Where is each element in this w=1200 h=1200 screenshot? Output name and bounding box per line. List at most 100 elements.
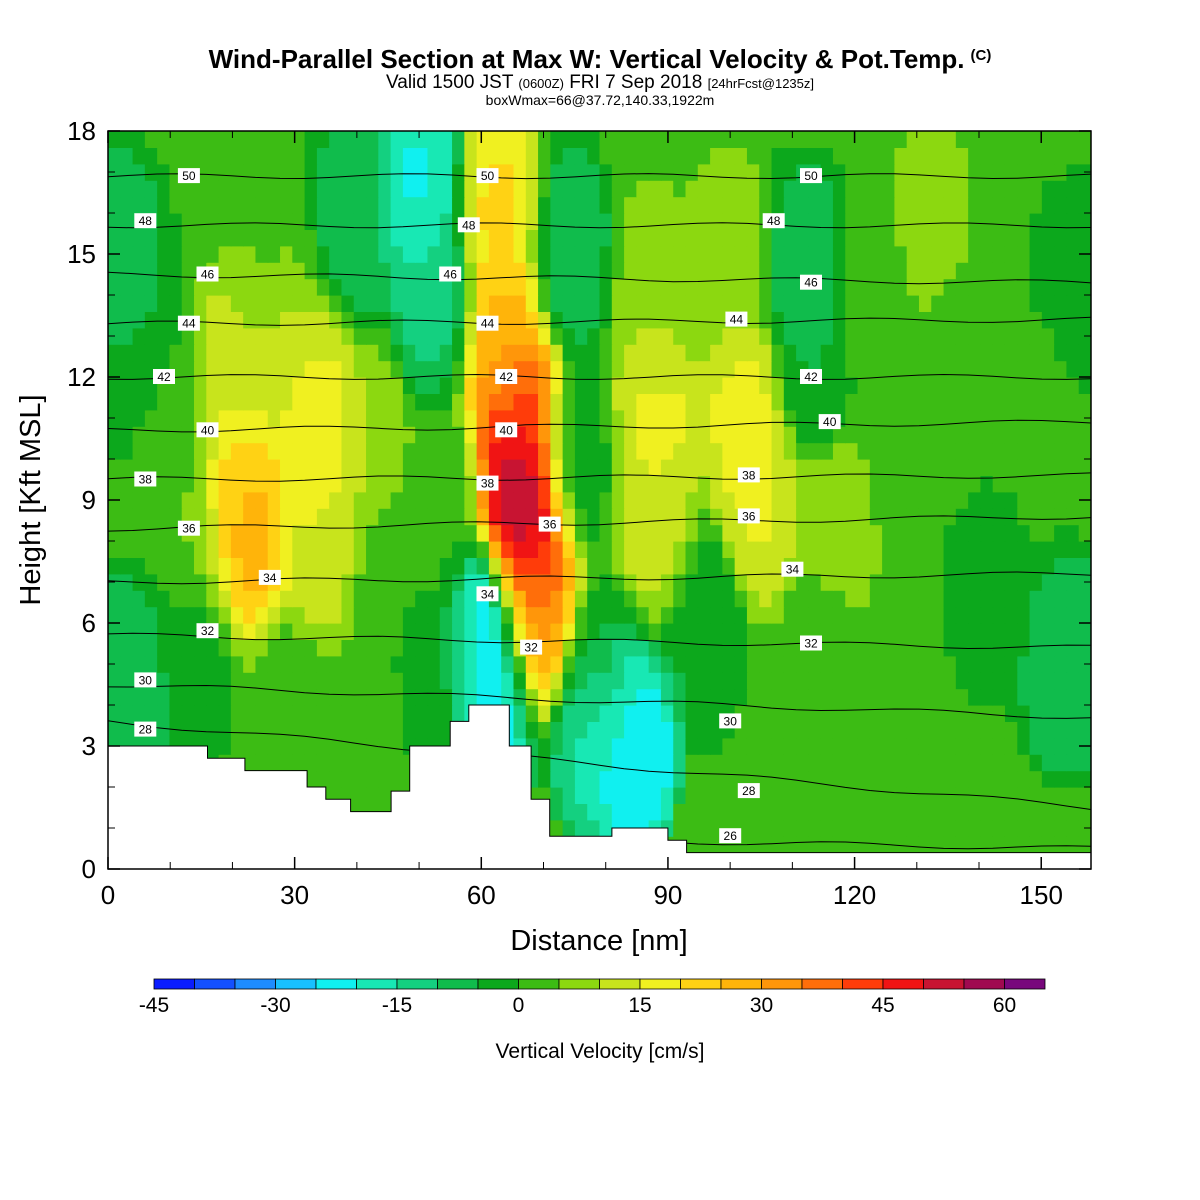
velocity-cell [329, 262, 343, 280]
velocity-cell [132, 606, 146, 624]
velocity-cell [796, 590, 809, 608]
velocity-cell [845, 409, 859, 427]
velocity-cell [218, 295, 232, 312]
velocity-cell [550, 360, 564, 378]
velocity-cell [783, 508, 797, 526]
velocity-cell [230, 623, 244, 640]
velocity-cell [341, 426, 355, 444]
velocity-cell [366, 377, 379, 394]
velocity-cell [132, 541, 146, 558]
velocity-cell [378, 344, 392, 362]
velocity-cell [513, 524, 527, 542]
velocity-cell [513, 327, 527, 345]
velocity-cell [710, 196, 723, 214]
velocity-cell [783, 655, 797, 673]
velocity-cell [525, 655, 539, 673]
velocity-cell [820, 245, 834, 263]
velocity-cell [280, 475, 293, 493]
velocity-cell [845, 311, 859, 329]
velocity-cell [132, 524, 146, 542]
velocity-cell [144, 655, 158, 673]
velocity-cell [194, 639, 207, 657]
velocity-cell [464, 508, 478, 526]
velocity-cell [906, 147, 920, 165]
velocity-cell [353, 606, 367, 624]
velocity-cell [550, 163, 564, 181]
velocity-cell [439, 360, 453, 378]
velocity-cell [771, 819, 785, 837]
velocity-cell [488, 524, 502, 542]
velocity-cell [857, 491, 871, 509]
velocity-cell [611, 803, 625, 821]
velocity-cell [845, 803, 859, 821]
velocity-cell [267, 196, 281, 214]
velocity-cell [218, 623, 232, 640]
velocity-cell [796, 147, 809, 165]
valid-date: FRI 7 Sep 2018 [569, 72, 703, 93]
colorbar-bin [923, 978, 965, 990]
velocity-cell [808, 459, 822, 476]
velocity-cell [894, 819, 908, 837]
velocity-cell [1054, 819, 1068, 837]
velocity-cell [501, 475, 515, 493]
velocity-cell [918, 180, 932, 198]
velocity-cell [378, 229, 392, 247]
velocity-cell [476, 295, 490, 312]
velocity-cell [427, 672, 441, 690]
velocity-cell [280, 147, 293, 165]
velocity-cell [1078, 524, 1091, 542]
velocity-cell [194, 147, 207, 165]
theta-contour-50 [108, 173, 1091, 180]
velocity-cell [439, 705, 453, 722]
velocity-cell [918, 623, 932, 640]
velocity-cell [599, 688, 613, 706]
velocity-cell [218, 377, 232, 394]
velocity-cell [132, 344, 146, 362]
velocity-cell [402, 639, 416, 657]
velocity-cell [624, 721, 637, 739]
velocity-cell [108, 295, 121, 312]
velocity-cell [599, 737, 613, 755]
velocity-cell [464, 180, 478, 198]
velocity-cell [452, 459, 465, 476]
velocity-cell [1054, 655, 1068, 673]
velocity-cell [832, 245, 846, 263]
velocity-cell [1029, 213, 1043, 230]
velocity-cell [329, 508, 343, 526]
svg-text:46: 46 [804, 276, 818, 290]
velocity-cell [710, 213, 723, 230]
velocity-cell [832, 442, 846, 460]
velocity-cell [943, 672, 957, 690]
velocity-cell [734, 344, 748, 362]
velocity-cell [599, 475, 613, 493]
velocity-cell [722, 541, 736, 558]
velocity-cell [783, 639, 797, 657]
velocity-cell [820, 557, 834, 575]
velocity-cell [415, 672, 429, 690]
velocity-cell [980, 311, 994, 329]
velocity-cell [710, 459, 723, 476]
velocity-cell [1041, 573, 1055, 591]
velocity-cell [181, 262, 195, 280]
velocity-cell [685, 147, 699, 165]
velocity-cell [378, 787, 392, 804]
velocity-cell [574, 147, 588, 165]
velocity-cell [574, 770, 588, 788]
velocity-cell [746, 705, 760, 722]
velocity-cell [968, 196, 982, 214]
velocity-cell [378, 705, 392, 722]
velocity-cell [599, 524, 613, 542]
velocity-cell [550, 311, 564, 329]
velocity-cell [1004, 524, 1018, 542]
velocity-cell [230, 295, 244, 312]
velocity-cell [488, 131, 502, 148]
velocity-cell [968, 278, 982, 296]
velocity-cell [759, 672, 773, 690]
velocity-cell [845, 327, 859, 345]
velocity-cell [267, 442, 281, 460]
velocity-cell [943, 787, 957, 804]
velocity-cell [415, 491, 429, 509]
velocity-cell [464, 409, 478, 427]
velocity-cell [427, 196, 441, 214]
velocity-cell [882, 409, 895, 427]
